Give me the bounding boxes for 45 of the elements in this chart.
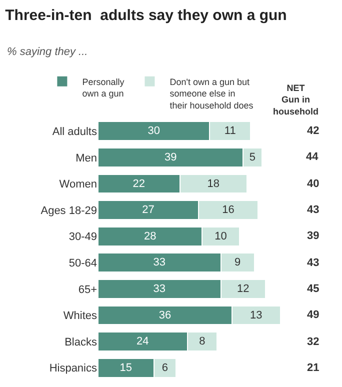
text: 21 [307, 362, 320, 374]
data-label: 12 [237, 282, 250, 295]
data-label: 10 [214, 230, 227, 242]
text: 43 [307, 204, 320, 216]
data-label: 39 [164, 151, 177, 164]
data-label: 8 [199, 336, 206, 348]
text: 42 [307, 125, 320, 137]
data-label: 16 [222, 204, 234, 216]
data-label: 33 [153, 282, 166, 295]
chart-title: Three-in-ten adults say they own a gun [5, 7, 287, 24]
data-label: 11 [224, 125, 236, 138]
text: NET Gun in household [273, 83, 318, 116]
legend-label: Personally own a gun [82, 76, 125, 99]
y-tick-label: Men [76, 152, 97, 164]
text: 39 [307, 230, 320, 242]
data-label: 18 [207, 178, 220, 190]
y-tick-label: Women [59, 178, 97, 191]
text: 49 [307, 309, 320, 321]
data-label: 9 [234, 256, 241, 269]
y-tick-label: 30-49 [68, 231, 97, 244]
text: 45 [307, 283, 320, 295]
data-label: 28 [144, 230, 156, 242]
data-label: 27 [142, 204, 154, 216]
data-label: 13 [250, 309, 262, 322]
y-tick-label: 50-64 [68, 258, 97, 270]
y-tick-label: Hispanics [49, 362, 98, 375]
text: 44 [306, 151, 320, 163]
y-tick-label: Whites [63, 310, 98, 322]
legend-label: Don't own a gun but someone else in their household does [170, 76, 254, 110]
data-label: 33 [153, 256, 166, 269]
y-tick-label: All adults [52, 126, 98, 138]
text: 40 [307, 178, 320, 190]
y-tick-label: Ages 18-29 [40, 204, 97, 217]
data-label: 30 [148, 125, 160, 138]
data-label: 6 [162, 362, 168, 374]
y-tick-label: 65+ [78, 284, 97, 296]
text: 32 [307, 336, 320, 348]
data-label: 15 [120, 362, 132, 374]
chart-subtitle: % saying they ... [7, 46, 88, 58]
data-label: 36 [158, 309, 172, 322]
data-label: 22 [132, 178, 146, 190]
text: 43 [307, 257, 320, 269]
data-label: 5 [249, 151, 256, 164]
data-label: 24 [136, 336, 149, 348]
y-tick-label: Blacks [64, 336, 98, 348]
